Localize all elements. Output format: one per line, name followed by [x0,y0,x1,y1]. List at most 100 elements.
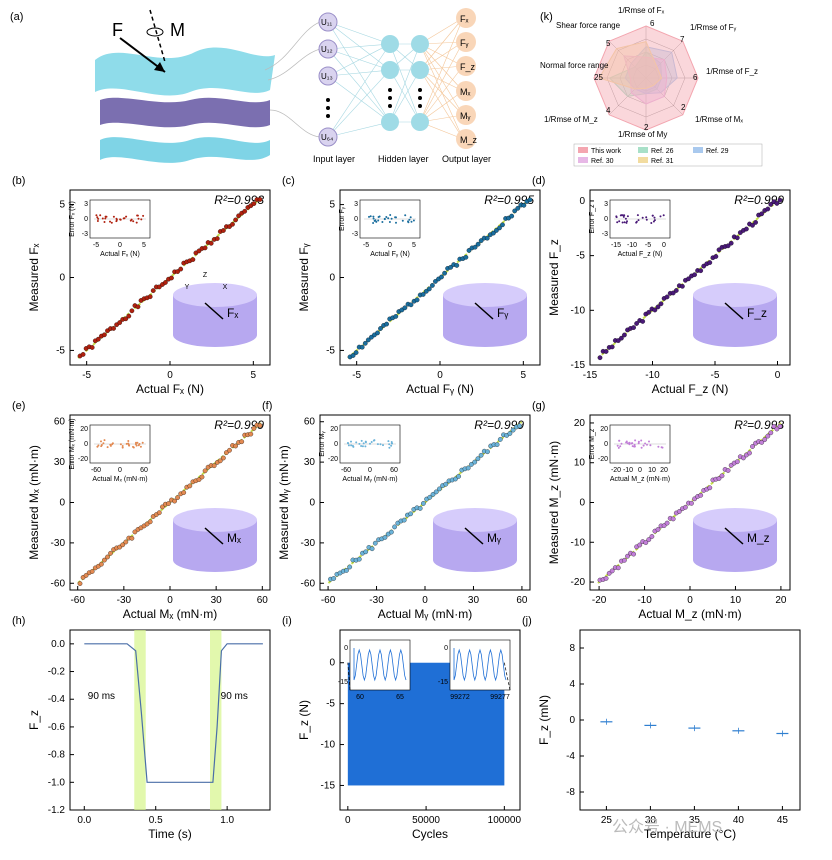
ellipsis-dot [326,98,330,102]
inset-y-tick: 0 [604,441,608,448]
data-point [619,335,624,341]
output-node [456,129,476,149]
data-point [448,264,454,270]
hidden-node [381,113,399,131]
inset-point [648,440,650,443]
axis-dash [149,9,166,63]
x-tick-label: 25 [601,815,613,826]
data-point [765,433,771,439]
input-layer-label: Input layer [313,154,355,164]
inset-point [390,444,393,447]
data-point [683,504,688,510]
data-point [719,473,725,479]
inset-point [620,442,623,445]
panel-k-label: (k) [540,11,553,23]
panel-e-label: (e) [12,400,25,412]
inset-point [102,442,105,445]
inset-y-tick: -20 [78,456,88,463]
load-label: Fₓ [227,306,238,320]
x-axis-label: Actual F_z (N) [652,382,729,396]
inset-point [358,442,361,445]
x-tick-label: 0 [422,595,428,606]
inset-point [382,444,384,447]
ellipsis-dot [418,88,422,92]
data-point [469,462,474,467]
cylinder-top [173,283,257,307]
inset-point [640,446,643,449]
inset-point [119,218,122,221]
inset-y-tick: 0 [84,441,88,448]
data-point [95,336,101,342]
inset-point [368,215,370,218]
neural-network [264,8,476,149]
data-point [257,197,263,202]
inset-y-tick: 0 [354,216,358,223]
cylinder-body [433,520,517,572]
data-point [631,325,636,330]
inset-point [633,445,636,448]
inset-x-tick: -10 [623,467,633,474]
force-arrowhead [154,62,165,72]
data-point [89,345,95,350]
inset-point [628,443,631,446]
axis-z-label: Z [203,272,208,279]
data-point [257,423,263,428]
y-tick-label: -15 [571,360,586,371]
inset-point [103,439,106,442]
data-point [655,527,661,532]
inset-point [645,216,648,219]
connection-line [327,69,391,138]
inset-point [372,215,375,218]
data-point [512,208,518,214]
inset-point [635,221,638,224]
inset-point [140,218,143,221]
data-point [105,554,110,560]
connection-line [327,48,391,123]
data-point [233,217,238,223]
data-point [233,443,238,449]
panel-h: (h) 0.0 0.5 1.0 0.0 -0.2 -0.4 -0.6 -0.8 -1.0 -1.2 T… [12,615,271,841]
inset-x-tick: -60 [91,467,101,474]
output-node [456,32,476,52]
data-point [454,263,460,268]
data-point [190,257,196,262]
data-point [759,211,765,217]
inset-point [637,440,640,443]
inset-point [653,219,656,222]
watermark: 公众号 · MEMS [612,818,722,836]
zoom-line [347,662,351,691]
panel-g-label: (g) [532,400,545,412]
data-point [744,226,749,232]
sensor-bottom-layer [100,137,270,163]
inset-x-tick: 0 [368,467,372,474]
data-point [363,549,369,555]
output-fx: Fₓ [460,14,468,24]
data-point [433,489,439,495]
y-tick-label: 0 [309,498,315,509]
x-axis-label: Cycles [412,827,448,841]
data-point [230,221,235,227]
inset-point [375,220,378,223]
data-point [350,353,356,358]
duration-annotation-1: 90 ms [88,691,115,702]
data-point [382,535,388,540]
inset-point [626,215,629,218]
x-tick-label: 30 [211,595,223,606]
connection-line [327,121,391,138]
y-axis-label: Measured Mₓ (mN·m) [27,445,41,560]
cycle-inset-y-tick: -15 [338,679,348,686]
connection-line [327,43,391,50]
inset-y-label: Error Mₓ (mN·m) [69,418,76,469]
data-point [166,501,171,506]
data-point [369,546,375,552]
data-point [156,284,162,290]
wire [269,109,321,138]
data-point [478,238,484,243]
inset-y-tick: 0 [334,441,338,448]
inset-point [106,446,109,449]
panel-j-label: (j) [522,615,532,627]
inset-y-tick: -20 [328,456,338,463]
inset-point [634,439,637,442]
y-tick-label: -30 [51,538,66,549]
